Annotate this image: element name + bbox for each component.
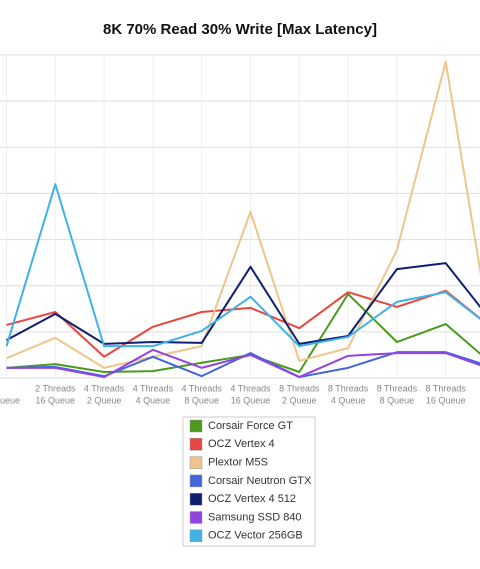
legend-swatch	[189, 529, 203, 543]
x-tick-label: 4 Threads	[182, 383, 223, 393]
legend-label: Corsair Neutron GTX	[208, 475, 312, 487]
series-line	[5, 183, 480, 348]
legend-swatch	[189, 438, 203, 451]
legend-swatch	[189, 456, 203, 469]
series-line	[6, 289, 480, 358]
series-line	[6, 262, 480, 345]
series-line	[6, 348, 480, 379]
x-tick-label: 2 Queue	[282, 395, 317, 405]
legend-swatch	[189, 419, 203, 433]
x-tick-label: 2 Queue	[87, 395, 122, 405]
x-tick-label: 8 Threads	[279, 383, 320, 393]
x-tick-label: 16 Queue	[36, 395, 76, 405]
x-tick-label: 8 Queue	[380, 395, 415, 405]
x-tick-label: Queue	[0, 395, 20, 405]
x-tick-label: 4 Queue	[136, 395, 171, 405]
legend-label: OCZ Vector 256GB	[208, 530, 303, 542]
x-tick-label: 8 Queue	[184, 395, 219, 405]
legend-label: OCZ Vertex 4	[208, 438, 275, 450]
x-tick-label: 16 Queue	[231, 395, 271, 405]
x-tick-label: 4 Threads	[133, 383, 174, 393]
x-tick-label: 8 Threads	[328, 383, 369, 393]
x-tick-label: 4 Queue	[331, 395, 366, 405]
x-tick-label: 8 Threads	[377, 383, 418, 393]
x-tick-label: 4 Threads	[84, 383, 125, 393]
legend-label: Plextor M5S	[208, 457, 268, 469]
x-tick-label: 8 Threads	[426, 383, 467, 393]
chart-title: 8K 70% Read 30% Write [Max Latency]	[103, 21, 377, 38]
legend-swatch	[189, 492, 203, 506]
legend-swatch	[189, 474, 203, 488]
x-tick-label: 2 Threads	[35, 383, 76, 393]
legend-swatch	[189, 511, 203, 524]
legend-box	[182, 416, 316, 547]
plot-area	[0, 54, 480, 379]
series-line	[6, 60, 480, 369]
x-tick-label: 16 Queue	[426, 395, 466, 405]
legend-label: Corsair Force GT	[208, 420, 293, 432]
x-tick-label: 4 Threads	[230, 383, 271, 393]
legend-label: OCZ Vertex 4 512	[208, 493, 296, 505]
legend-label: Samsung SSD 840	[208, 511, 302, 523]
